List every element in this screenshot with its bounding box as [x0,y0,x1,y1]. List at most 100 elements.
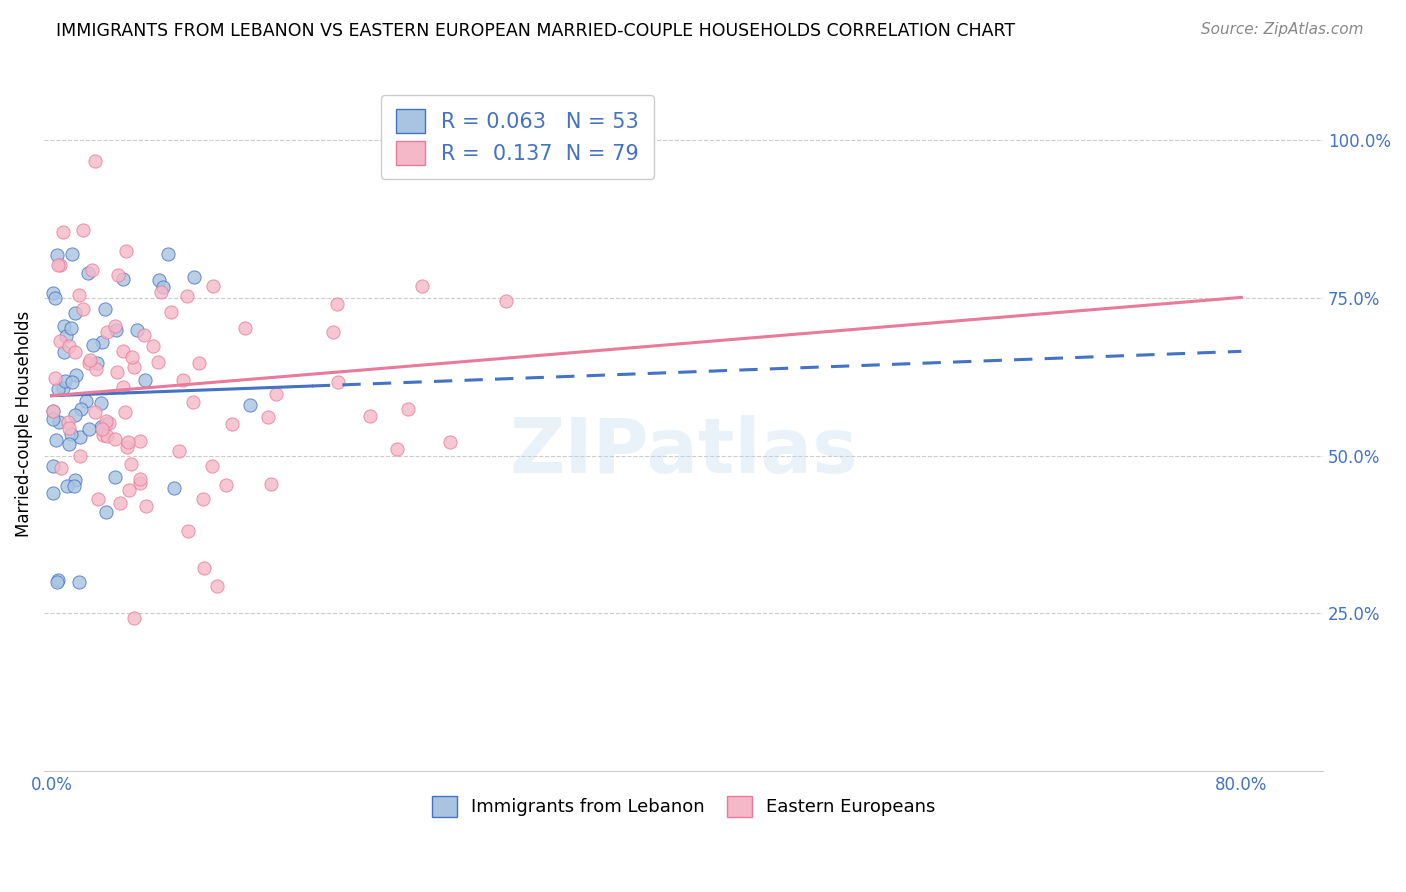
Point [105,365,128,379]
Text: Source: ZipAtlas.com: Source: ZipAtlas.com [1201,22,1364,37]
Point [48,334,70,349]
Point [60,247,83,261]
Point [42,404,65,418]
Point [94,417,117,431]
Point [104,432,127,446]
Point [134,373,156,387]
Point [59,320,82,334]
Point [148,354,170,368]
Point [193,560,215,574]
Point [124,611,146,625]
Point [172,372,194,386]
Point [120,457,142,471]
Point [70,402,93,417]
Legend: Immigrants from Lebanon, Eastern Europeans: Immigrants from Lebanon, Eastern Europea… [425,789,943,824]
Point [44,371,66,385]
Point [215,478,238,492]
Point [152,279,174,293]
Point [84,405,107,419]
Point [142,339,165,353]
Point [52,318,75,333]
Point [183,270,205,285]
Point [90,422,112,436]
Point [87,492,110,507]
Point [187,356,209,370]
Point [221,417,243,432]
Point [135,499,157,513]
Point [121,350,143,364]
Point [114,244,136,258]
Point [86,361,108,376]
Point [42,412,65,426]
Point [149,285,172,299]
Point [69,430,91,444]
Point [42,459,65,474]
Point [46,383,69,397]
Point [65,473,87,487]
Point [90,335,112,350]
Point [160,305,183,319]
Point [181,395,204,409]
Point [49,258,72,272]
Point [94,414,117,428]
Point [112,380,135,394]
Point [53,374,76,388]
Point [52,381,75,395]
Point [48,415,70,429]
Point [257,410,280,425]
Point [148,273,170,287]
Point [77,422,100,436]
Point [42,403,65,417]
Point [94,301,117,316]
Point [322,325,344,339]
Point [104,319,127,334]
Point [201,458,224,473]
Point [77,355,100,369]
Point [46,248,69,262]
Point [157,247,180,261]
Point [58,339,80,353]
Point [63,479,86,493]
Point [77,266,100,280]
Point [191,492,214,507]
Point [233,321,256,335]
Point [495,293,517,308]
Point [359,409,381,423]
Point [117,434,139,449]
Point [97,416,120,430]
Point [65,368,87,382]
Point [67,574,90,589]
Point [42,486,65,500]
Text: IMMIGRANTS FROM LEBANON VS EASTERN EUROPEAN MARRIED-COUPLE HOUSEHOLDS CORRELATIO: IMMIGRANTS FROM LEBANON VS EASTERN EUROP… [56,22,1015,40]
Point [260,477,283,491]
Point [115,440,138,454]
Point [177,524,200,539]
Point [112,344,135,359]
Point [60,376,83,390]
Point [103,470,125,484]
Point [58,421,80,435]
Point [94,505,117,519]
Point [86,356,108,370]
Point [72,301,94,316]
Point [45,434,67,448]
Point [49,461,72,475]
Point [108,495,131,509]
Point [127,323,149,337]
Point [69,449,91,463]
Point [411,279,433,293]
Point [75,394,97,409]
Point [163,481,186,495]
Point [46,258,69,272]
Point [79,353,101,368]
Point [128,434,150,448]
Point [129,472,152,486]
Point [105,323,128,337]
Point [439,435,461,450]
Point [396,402,419,417]
Point [167,444,190,458]
Y-axis label: Married-couple Households: Married-couple Households [15,311,32,537]
Point [96,325,118,339]
Point [84,154,107,169]
Point [46,574,69,589]
